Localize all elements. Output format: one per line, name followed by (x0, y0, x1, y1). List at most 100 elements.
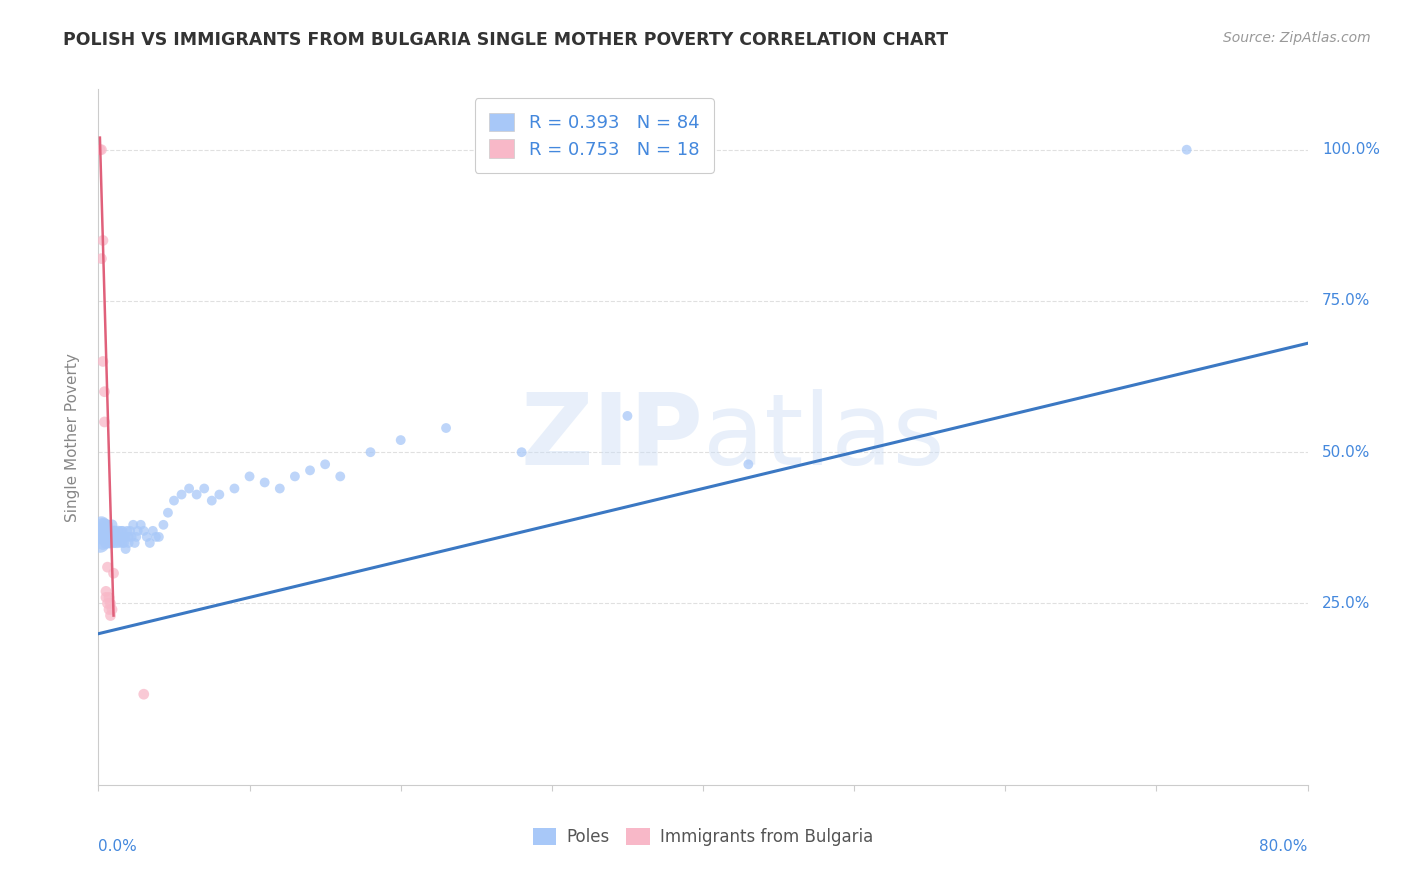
Point (111, 524, 134, 538)
Point (179, 482, 201, 496)
Point (104, 530, 127, 544)
Point (93, 415, 115, 429)
Point (139, 536, 162, 550)
Point (93, 524, 115, 538)
Point (90, 143, 112, 157)
Point (98, 602, 121, 616)
Point (96, 530, 118, 544)
Point (100, 530, 122, 544)
Point (94, 536, 117, 550)
Point (434, 421, 457, 435)
Point (100, 597, 122, 611)
Point (90, 530, 112, 544)
Point (118, 536, 141, 550)
Point (100, 536, 122, 550)
Text: 50.0%: 50.0% (1322, 445, 1371, 459)
Point (90, 517, 112, 532)
Point (208, 487, 231, 501)
Point (616, 409, 638, 423)
Point (96, 517, 118, 532)
Point (108, 536, 131, 550)
Point (163, 493, 186, 508)
Point (145, 530, 167, 544)
Point (96, 560, 118, 574)
Point (98, 524, 121, 538)
Point (96, 524, 118, 538)
Text: Source: ZipAtlas.com: Source: ZipAtlas.com (1223, 31, 1371, 45)
Point (122, 517, 145, 532)
Text: atlas: atlas (703, 389, 945, 485)
Point (186, 487, 208, 501)
Text: 75.0%: 75.0% (1322, 293, 1371, 309)
Point (132, 687, 155, 701)
Text: 100.0%: 100.0% (1322, 142, 1381, 157)
Text: POLISH VS IMMIGRANTS FROM BULGARIA SINGLE MOTHER POVERTY CORRELATION CHART: POLISH VS IMMIGRANTS FROM BULGARIA SINGL… (63, 31, 949, 49)
Point (239, 469, 262, 483)
Point (98, 536, 121, 550)
Point (115, 524, 138, 538)
Text: 0.0%: 0.0% (98, 839, 138, 855)
Point (737, 458, 759, 472)
Point (129, 517, 152, 532)
Point (101, 530, 124, 544)
Point (107, 524, 129, 538)
Point (104, 524, 127, 538)
Point (193, 482, 215, 496)
Text: 80.0%: 80.0% (1260, 839, 1308, 855)
Point (105, 530, 128, 544)
Point (91, 536, 114, 550)
Point (100, 608, 122, 623)
Point (91, 524, 114, 538)
Point (103, 536, 125, 550)
Point (1175, 143, 1198, 157)
Point (120, 524, 142, 538)
Point (135, 530, 157, 544)
Point (89, 536, 111, 550)
Point (314, 458, 336, 472)
Point (510, 445, 533, 459)
Point (360, 445, 382, 459)
Point (142, 524, 165, 538)
Point (111, 536, 134, 550)
Point (124, 536, 146, 550)
Y-axis label: Single Mother Poverty: Single Mother Poverty (65, 352, 80, 522)
Point (110, 530, 132, 544)
Text: 25.0%: 25.0% (1322, 596, 1371, 611)
Point (98, 591, 121, 605)
Point (152, 517, 174, 532)
Point (118, 530, 141, 544)
Point (329, 469, 352, 483)
Point (224, 482, 246, 496)
Point (114, 541, 136, 556)
Point (90, 524, 112, 538)
Point (101, 517, 124, 532)
Point (90, 252, 112, 266)
Point (299, 463, 322, 477)
Point (112, 530, 135, 544)
Point (93, 384, 115, 399)
Point (103, 530, 125, 544)
Point (132, 524, 155, 538)
Point (201, 493, 224, 508)
Text: ZIP: ZIP (520, 389, 703, 485)
Point (94, 584, 117, 599)
Point (93, 530, 115, 544)
Point (148, 530, 170, 544)
Point (389, 433, 412, 447)
Point (94, 524, 117, 538)
Point (253, 475, 276, 490)
Point (89, 143, 111, 157)
Point (110, 524, 132, 538)
Point (91, 517, 114, 532)
Point (127, 524, 149, 538)
Point (100, 524, 122, 538)
Point (103, 566, 125, 581)
Point (170, 487, 193, 501)
Point (156, 506, 179, 520)
Point (114, 530, 136, 544)
Point (108, 530, 131, 544)
Point (93, 517, 115, 532)
Point (105, 536, 128, 550)
Point (121, 530, 143, 544)
Point (107, 530, 129, 544)
